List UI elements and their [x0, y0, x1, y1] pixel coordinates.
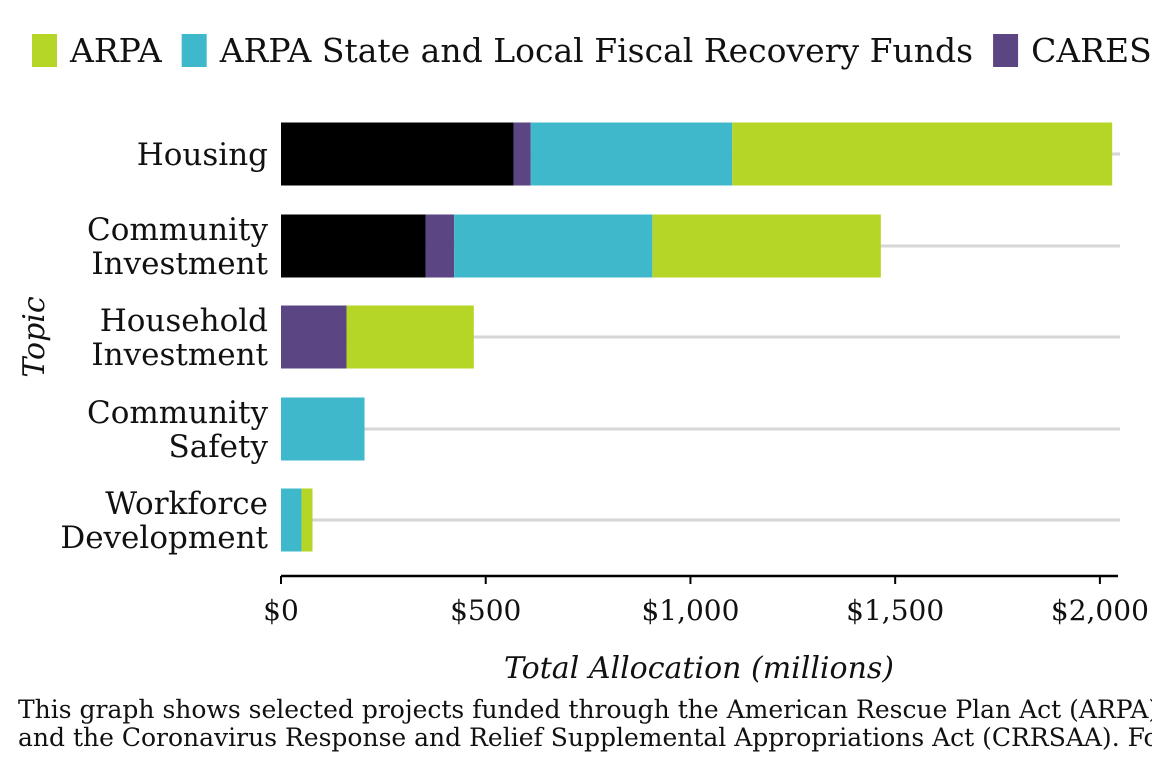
bar-housing-cares: [513, 122, 531, 186]
bar-housing-unlabeled-black: [281, 122, 514, 186]
caption-line-1: This graph shows selected projects funde…: [18, 695, 1152, 724]
x-axis-title: Total Allocation (millions): [504, 651, 894, 686]
bar-community-investment-cares: [425, 214, 455, 278]
category-label-community-safety-line-2: Safety: [168, 429, 268, 465]
bar-community-investment-arpa: [652, 214, 881, 278]
bar-community-investment-unlabeled-black: [281, 214, 426, 278]
category-label-community-safety-line-1: Community: [87, 395, 268, 431]
category-label-workforce-development-line-1: Workforce: [105, 486, 268, 522]
legend: ARPA ARPA State and Local Fiscal Recovery…: [32, 31, 1152, 70]
bars: [281, 122, 1113, 552]
category-label-housing-line-1: Housing: [137, 137, 268, 173]
legend-swatch-arpa-state-and-local-fiscal-recovery-funds: [181, 34, 207, 67]
bar-housing-arpa-slfrf: [530, 122, 733, 186]
bar-household-investment-cares: [281, 305, 347, 369]
legend-swatch-cares: [993, 34, 1019, 67]
category-label-household-investment-line-1: Household: [100, 303, 268, 339]
legend-label-arpa-state-and-local-fiscal-recovery-funds: ARPA State and Local Fiscal Recovery Fun…: [219, 31, 973, 70]
bar-community-safety-arpa-slfrf: [281, 397, 365, 461]
x-tick-label-4: $2,000: [1051, 594, 1149, 627]
bar-housing-arpa: [732, 122, 1113, 186]
category-labels: HousingCommunityInvestmentHouseholdInves…: [60, 137, 268, 556]
bar-household-investment-arpa: [346, 305, 474, 369]
bar-workforce-development-arpa-slfrf: [281, 488, 302, 552]
legend-swatch-arpa: [32, 34, 57, 67]
category-label-community-investment-line-2: Investment: [91, 246, 268, 282]
category-label-community-investment-line-1: Community: [87, 212, 268, 248]
legend-label-arpa: ARPA: [69, 31, 163, 70]
y-axis-title: Topic: [17, 296, 52, 378]
x-axis: $0 $500 $1,000 $1,500 $2,000: [263, 574, 1149, 627]
legend-label-cares: CARES: [1031, 31, 1152, 70]
caption-line-2: and the Coronavirus Response and Relief …: [18, 723, 1152, 752]
x-tick-label-3: $1,500: [846, 594, 944, 627]
x-tick-label-0: $0: [263, 594, 299, 627]
bar-community-investment-arpa-slfrf: [454, 214, 653, 278]
x-tick-label-2: $1,000: [641, 594, 739, 627]
category-label-workforce-development-line-2: Development: [60, 520, 268, 556]
category-label-household-investment-line-2: Investment: [91, 337, 268, 373]
x-tick-label-1: $500: [450, 594, 521, 627]
bar-workforce-development-arpa: [301, 488, 313, 552]
